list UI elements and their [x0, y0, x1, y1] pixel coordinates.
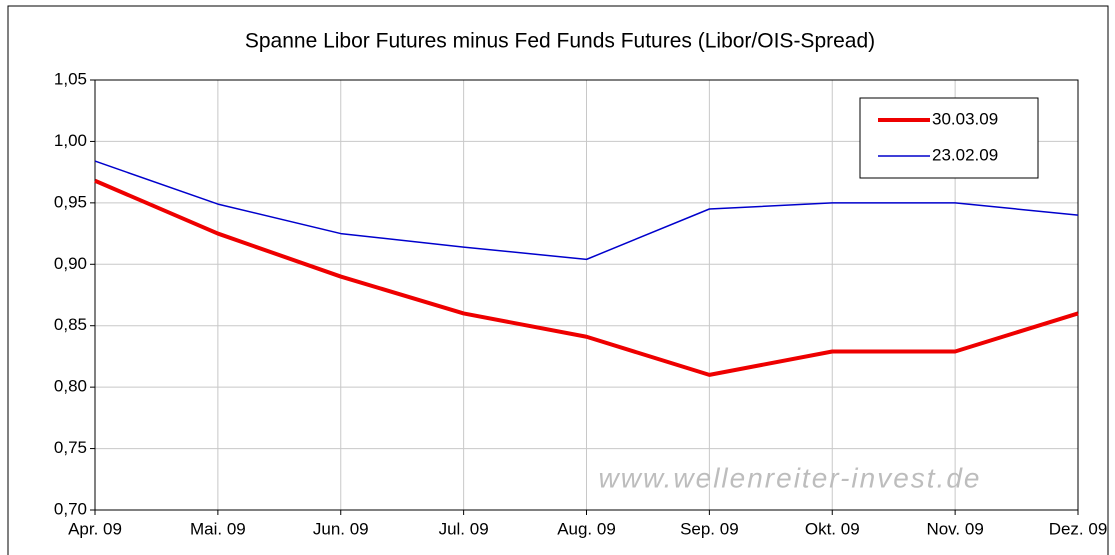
- y-tick-label: 0,70: [54, 499, 87, 518]
- y-tick-label: 0,75: [54, 438, 87, 457]
- x-tick-label: Aug. 09: [557, 519, 616, 538]
- chart-title: Spanne Libor Futures minus Fed Funds Fut…: [245, 30, 875, 53]
- x-tick-label: Jul. 09: [439, 519, 489, 538]
- series-line: [94, 178, 1079, 377]
- y-tick-label: 0,80: [54, 377, 87, 396]
- x-tick-label: Jun. 09: [313, 519, 369, 538]
- legend-label: 30.03.09: [932, 109, 998, 128]
- x-tick-label: Okt. 09: [805, 519, 860, 538]
- x-tick-label: Apr. 09: [68, 519, 122, 538]
- x-tick-label: Nov. 09: [926, 519, 983, 538]
- y-tick-label: 1,05: [54, 69, 87, 88]
- plot-area: [94, 79, 1079, 511]
- x-tick-label: Dez. 09: [1049, 519, 1108, 538]
- x-tick-label: Sep. 09: [680, 519, 739, 538]
- y-tick-label: 0,85: [54, 315, 87, 334]
- legend: [859, 97, 1039, 179]
- y-tick-label: 1,00: [54, 131, 87, 150]
- legend-label: 23.02.09: [932, 145, 998, 164]
- x-tick-label: Mai. 09: [190, 519, 246, 538]
- y-tick-label: 0,95: [54, 192, 87, 211]
- series-line: [94, 160, 1079, 261]
- watermark: www.wellenreiter-invest.de: [599, 462, 982, 493]
- y-tick-label: 0,90: [54, 254, 87, 273]
